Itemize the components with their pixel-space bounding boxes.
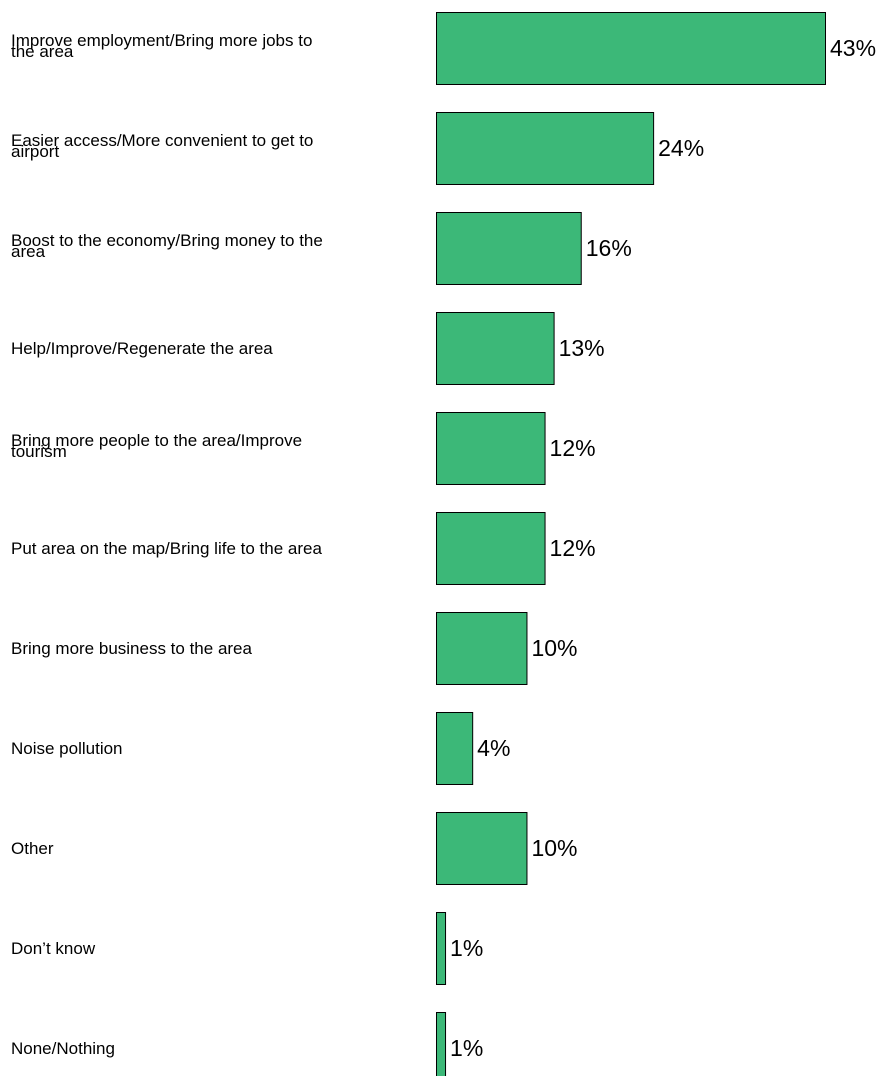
bar-10 xyxy=(436,1012,447,1081)
value-label-10: 1% xyxy=(450,1035,483,1061)
category-label-line: Improve employment/Bring more jobs to xyxy=(11,31,312,50)
category-label-1: Easier access/More convenient to get to a… xyxy=(11,131,313,161)
category-label-7: Noise pollution xyxy=(11,739,123,758)
bar-4 xyxy=(436,412,546,485)
category-label-6: Bring more business to the area xyxy=(11,639,253,658)
category-label-5: Put area on the map/Bring life to the ar… xyxy=(11,539,322,558)
category-label-2: Boost to the economy/Bring money to the a… xyxy=(11,231,323,261)
value-label-8: 10% xyxy=(531,835,577,861)
value-label-1: 24% xyxy=(658,135,704,161)
bar-2 xyxy=(436,212,582,285)
category-label-8: Other xyxy=(11,839,54,858)
bar-7 xyxy=(436,712,474,785)
bar-0 xyxy=(436,12,826,85)
category-label-line: area xyxy=(11,242,46,261)
category-label-line: Help/Improve/Regenerate the area xyxy=(11,339,273,358)
category-label-line: None/Nothing xyxy=(11,1039,115,1058)
bar-1 xyxy=(436,112,655,185)
bar-3 xyxy=(436,312,555,385)
category-label-line: Bring more business to the area xyxy=(11,639,253,658)
bar-8 xyxy=(436,812,528,885)
value-label-0: 43% xyxy=(830,35,876,61)
category-label-0: Improve employment/Bring more jobs to the… xyxy=(11,31,312,61)
bar-9 xyxy=(436,912,447,985)
category-label-4: Bring more people to the area/Improve tou… xyxy=(11,431,302,461)
category-label-line: Don’t know xyxy=(11,939,96,958)
value-label-9: 1% xyxy=(450,935,483,961)
category-label-line: the area xyxy=(11,42,74,61)
category-label-9: Don’t know xyxy=(11,939,96,958)
category-label-line: tourism xyxy=(11,442,67,461)
category-label-3: Help/Improve/Regenerate the area xyxy=(11,339,273,358)
category-label-10: None/Nothing xyxy=(11,1039,115,1058)
category-label-line: airport xyxy=(11,142,59,161)
value-label-5: 12% xyxy=(550,535,596,561)
value-label-2: 16% xyxy=(586,235,632,261)
value-label-7: 4% xyxy=(477,735,510,761)
category-label-line: Other xyxy=(11,839,54,858)
category-label-line: Easier access/More convenient to get to xyxy=(11,131,313,150)
category-label-line: Boost to the economy/Bring money to the xyxy=(11,231,323,250)
category-label-line: Noise pollution xyxy=(11,739,123,758)
bar-5 xyxy=(436,512,546,585)
value-label-4: 12% xyxy=(550,435,596,461)
bar-6 xyxy=(436,612,528,685)
value-label-6: 10% xyxy=(531,635,577,661)
category-label-line: Put area on the map/Bring life to the ar… xyxy=(11,539,322,558)
value-label-3: 13% xyxy=(559,335,605,361)
category-label-line: Bring more people to the area/Improve xyxy=(11,431,302,450)
